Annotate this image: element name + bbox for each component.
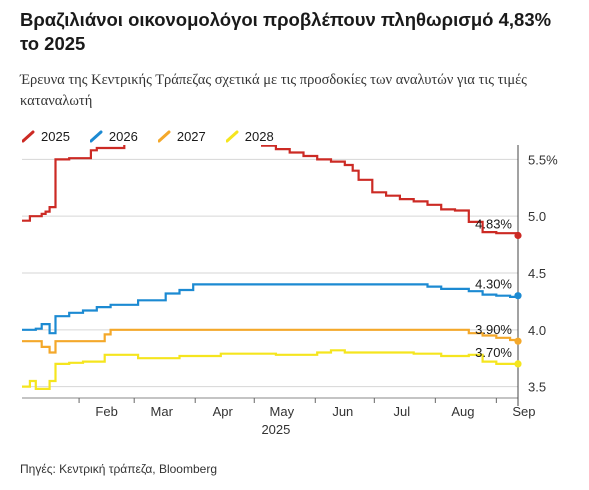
x-tick-label: May xyxy=(270,404,295,419)
x-tick-label: Aug xyxy=(451,404,474,419)
chart-subtitle: Έρευνα της Κεντρικής Τράπεζας σχετικά με… xyxy=(20,72,527,109)
series-line-2027 xyxy=(22,328,520,354)
series-line-2026 xyxy=(22,283,520,335)
series-line-2028 xyxy=(22,349,518,390)
legend-swatch-2028 xyxy=(225,130,239,143)
series-end-label-2026: 4.30% xyxy=(475,277,512,292)
legend-item-2027: 2027 xyxy=(157,128,206,144)
y-tick-label: 4.5 xyxy=(528,266,546,281)
line-chart: 5.5% 5.0 4.5 4.0 3.5 Feb Mar Apr May Jun Jul Aug Sep… xyxy=(22,145,558,437)
series-end-dot-2027 xyxy=(514,337,522,345)
x-tick-label: Jul xyxy=(394,404,411,419)
legend-item-2025: 2025 xyxy=(22,129,70,144)
x-tick-label: Sep xyxy=(512,404,535,419)
x-tick-label: Mar xyxy=(151,404,174,419)
series-end-label-2027: 3.90% xyxy=(475,322,512,337)
legend-label-2027: 2027 xyxy=(176,128,206,144)
legend-swatch-line-2026 xyxy=(89,130,103,142)
legend-label-2025: 2025 xyxy=(41,128,70,144)
x-tick-label: Apr xyxy=(213,404,234,419)
y-tick-label: 4.0 xyxy=(528,323,546,338)
series-line-2025 xyxy=(22,145,520,236)
y-tick-label: 5.0 xyxy=(528,209,546,224)
legend-label-2026: 2026 xyxy=(108,128,138,144)
x-tick-label: Feb xyxy=(95,404,117,419)
legend-swatch-2025 xyxy=(22,130,35,143)
legend-item-2028: 2028 xyxy=(225,128,274,144)
legend-swatch-2026 xyxy=(89,130,103,143)
y-tick-label: 5.5% xyxy=(528,152,558,167)
legend-item-2026: 2026 xyxy=(89,128,138,144)
x-year-label: 2025 xyxy=(261,422,290,437)
legend-swatch-line-2027 xyxy=(157,130,171,142)
legend-swatch-line-2028 xyxy=(225,130,239,142)
y-tick-label: 3.5 xyxy=(528,380,546,395)
x-tick-label: Jun xyxy=(332,404,353,419)
series-end-dot-2028 xyxy=(514,360,522,368)
source-note: Πηγές: Κεντρική τράπεζα, Bloomberg xyxy=(20,462,217,476)
legend-swatch-line-2025 xyxy=(22,130,35,142)
series-end-dot-2026 xyxy=(514,292,522,300)
legend-label-2028: 2028 xyxy=(244,128,274,144)
legend-swatch-2027 xyxy=(157,130,171,143)
chart-title: Βραζιλιάνοι οικονομολόγοι προβλέπουν πλη… xyxy=(20,9,552,54)
series-end-label-2028: 3.70% xyxy=(475,345,512,360)
series-end-label-2025: 4.83% xyxy=(475,217,512,232)
legend: 2025 2026 2027 2028 xyxy=(22,127,294,145)
series-end-dot-2025 xyxy=(514,231,522,240)
